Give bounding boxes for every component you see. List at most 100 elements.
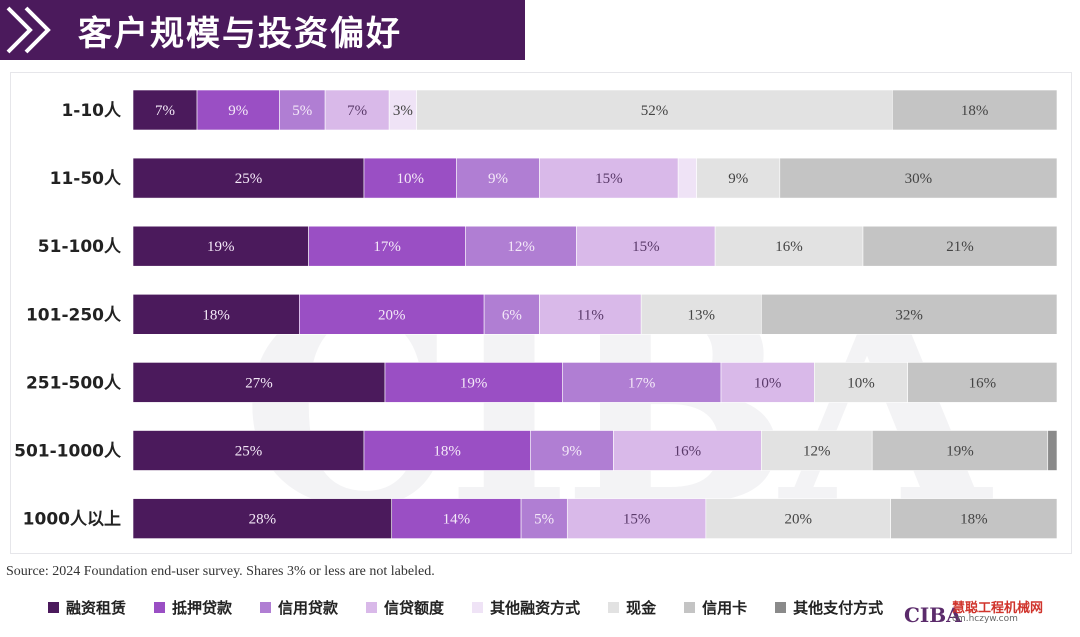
data-label: 12%	[803, 444, 831, 460]
data-label: 19%	[460, 375, 488, 391]
legend-item: 信用贷款	[260, 597, 338, 618]
bar-segment	[677, 157, 697, 199]
legend-label: 现金	[626, 599, 657, 617]
data-label: 6%	[502, 307, 522, 323]
bar-segment	[1047, 430, 1058, 471]
data-label: 10%	[396, 171, 424, 187]
data-label: 18%	[433, 444, 461, 460]
category-label: 11-50人	[50, 169, 122, 189]
bar-segment	[132, 157, 365, 199]
data-label: 12%	[507, 239, 535, 255]
data-label: 17%	[373, 239, 401, 255]
legend-swatch	[472, 602, 484, 613]
bar-segment	[814, 362, 908, 403]
data-label: 9%	[228, 103, 248, 119]
legend-item: 其他融资方式	[472, 597, 580, 618]
bar-segment	[566, 498, 707, 539]
data-label: 10%	[847, 375, 875, 391]
legend-swatch	[48, 602, 59, 613]
bar-segment	[696, 157, 781, 199]
data-label: 27%	[245, 375, 273, 391]
bar-segment	[308, 225, 466, 267]
data-label: 20%	[785, 512, 813, 528]
chevron-right-icon	[6, 6, 51, 54]
data-label: 19%	[207, 239, 235, 255]
bar-segment	[132, 225, 309, 267]
bar-segment	[132, 362, 386, 403]
data-label: 30%	[905, 171, 933, 187]
legend-item: 抵押贷款	[154, 597, 232, 618]
data-label: 15%	[623, 512, 651, 528]
bar-segment	[324, 89, 390, 131]
legend-label: 其他融资方式	[490, 599, 581, 617]
data-label: 16%	[674, 444, 702, 460]
data-label: 14%	[443, 512, 471, 528]
legend-swatch	[366, 602, 378, 613]
data-label: 9%	[488, 171, 508, 187]
data-label: 15%	[632, 239, 660, 255]
bar-segment	[132, 498, 393, 539]
data-label: 19%	[946, 444, 974, 460]
bar-segment	[539, 294, 642, 335]
data-label: 9%	[728, 171, 748, 187]
bar-segment	[779, 157, 1058, 199]
data-label: 32%	[895, 307, 923, 323]
footer-logo: CIBA 慧聪工程机械网 cm.hczyw.com	[904, 595, 1074, 633]
data-label: 18%	[202, 307, 230, 323]
title-banner: 客户规模与投资偏好	[0, 0, 525, 60]
legend-swatch	[775, 602, 787, 613]
legend-item: 现金	[608, 597, 656, 618]
data-label: 3%	[393, 103, 413, 119]
bar-segment	[907, 362, 1058, 403]
bar-segment	[391, 498, 522, 539]
legend-item: 信贷额度	[366, 597, 444, 618]
data-label: 17%	[628, 375, 656, 391]
bar-segment	[456, 157, 540, 199]
data-label: 13%	[688, 307, 716, 323]
bar-segment	[132, 294, 300, 335]
bar-segment	[761, 294, 1058, 335]
data-label: 10%	[754, 375, 782, 391]
bar-segment	[530, 430, 614, 471]
legend-label: 信用贷款	[278, 599, 339, 617]
bar-segment	[539, 157, 679, 199]
data-label: 15%	[595, 171, 623, 187]
data-label: 7%	[347, 103, 367, 119]
page-title: 客户规模与投资偏好	[78, 14, 402, 54]
legend-label: 抵押贷款	[172, 599, 233, 617]
data-label: 7%	[155, 103, 175, 119]
legend-swatch	[260, 602, 272, 613]
bar-segment	[299, 294, 485, 335]
source-note: Source: 2024 Foundation end-user survey.…	[6, 564, 435, 579]
bar-segment	[576, 225, 716, 267]
data-label: 52%	[641, 103, 669, 119]
data-label: 5%	[534, 512, 554, 528]
category-label: 51-100人	[38, 237, 122, 257]
legend-swatch	[154, 602, 166, 613]
bar-segment	[714, 225, 864, 267]
bar-segment	[363, 157, 457, 199]
category-label: 1-10人	[61, 101, 122, 121]
legend-item: 融资租赁	[48, 597, 126, 618]
data-label: 25%	[235, 171, 263, 187]
data-label: 16%	[775, 239, 803, 255]
data-label: 25%	[235, 444, 263, 460]
category-label: 1000人以上	[23, 510, 121, 530]
legend-item: 其他支付方式	[775, 597, 883, 618]
bar-segment	[465, 225, 577, 267]
bar-segment	[132, 89, 198, 131]
bar-segment	[196, 89, 280, 131]
legend-label: 其他支付方式	[793, 599, 884, 617]
bar-segment	[388, 89, 417, 131]
data-label: 16%	[969, 375, 997, 391]
legend-label: 信用卡	[702, 599, 748, 617]
logo-mark: CIBA	[904, 603, 962, 627]
bar-segment	[483, 294, 540, 335]
bar-segment	[640, 294, 762, 335]
category-label: 501-1000人	[14, 442, 122, 462]
data-label: 5%	[292, 103, 312, 119]
legend-item: 信用卡	[684, 597, 747, 618]
stacked-bar-chart: 1-10人 7% 9% 5% 7% 3% 52% 18% 11-50人 25% 10% 9% 15% 9%…	[14, 89, 1058, 539]
bar-segment	[892, 89, 1058, 131]
data-label: 21%	[946, 239, 974, 255]
